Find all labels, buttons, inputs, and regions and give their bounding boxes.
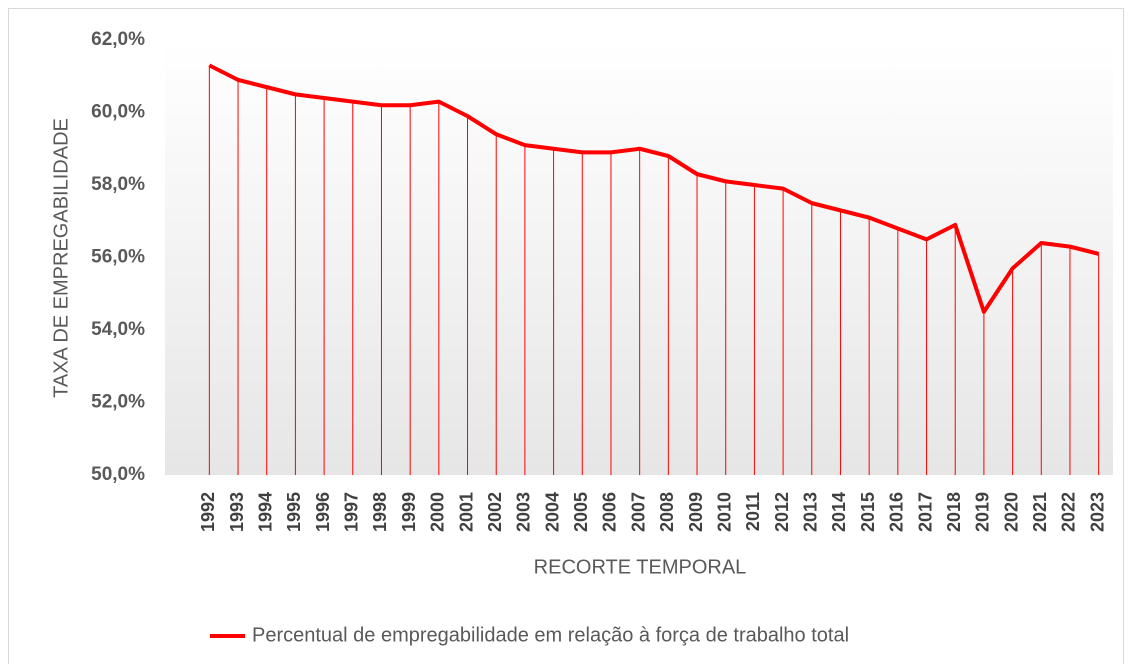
x-tick-label: 1993 <box>227 492 247 532</box>
x-tick-label: 2017 <box>915 492 935 532</box>
x-tick-label: 2000 <box>428 492 448 532</box>
x-tick-label: 1994 <box>255 492 275 532</box>
x-tick-label: 2005 <box>571 492 591 532</box>
x-tick-label: 1997 <box>342 492 362 532</box>
y-axis-title: TAXA DE EMPREGABILIDADE <box>50 118 72 398</box>
x-tick-label: 2021 <box>1030 492 1050 532</box>
x-tick-label: 2019 <box>973 492 993 532</box>
legend-label: Percentual de empregabilidade em relação… <box>252 624 849 646</box>
x-tick-label: 2003 <box>514 492 534 532</box>
y-tick-label: 58,0% <box>91 174 145 195</box>
y-tick-label: 62,0% <box>91 29 145 50</box>
y-tick-label: 50,0% <box>91 464 145 485</box>
x-tick-label: 2018 <box>944 492 964 532</box>
y-tick-label: 60,0% <box>91 102 145 123</box>
x-tick-label: 1996 <box>313 492 333 532</box>
x-tick-label: 2001 <box>456 492 476 532</box>
x-tick-label: 1998 <box>370 492 390 532</box>
x-tick-label: 1992 <box>198 492 218 532</box>
x-tick-label: 1999 <box>399 492 419 532</box>
y-tick-label: 54,0% <box>91 319 145 340</box>
series-line <box>208 63 1100 314</box>
x-tick-label: 2020 <box>1001 492 1021 532</box>
plot-area <box>165 40 1113 475</box>
x-tick-label: 2011 <box>743 492 763 531</box>
x-tick-label: 2008 <box>657 492 677 532</box>
x-tick-label: 2015 <box>858 492 878 532</box>
x-tick-label: 2013 <box>801 492 821 532</box>
x-tick-label: 2014 <box>829 492 849 532</box>
x-tick-label: 2004 <box>542 492 562 532</box>
x-tick-label: 2012 <box>772 492 792 532</box>
x-tick-label: 2009 <box>686 492 706 532</box>
x-tick-label: 2022 <box>1059 492 1079 532</box>
x-tick-label: 1995 <box>284 492 304 532</box>
x-tick-label: 2016 <box>887 492 907 532</box>
y-tick-label: 56,0% <box>91 247 145 268</box>
y-tick-label: 52,0% <box>91 392 145 413</box>
x-tick-label: 2023 <box>1087 492 1107 532</box>
x-tick-label: 2006 <box>600 492 620 532</box>
x-tick-label: 2002 <box>485 492 505 532</box>
x-axis-title: RECORTE TEMPORAL <box>534 556 747 578</box>
x-tick-label: 2007 <box>628 492 648 532</box>
x-tick-label: 2010 <box>714 492 734 532</box>
